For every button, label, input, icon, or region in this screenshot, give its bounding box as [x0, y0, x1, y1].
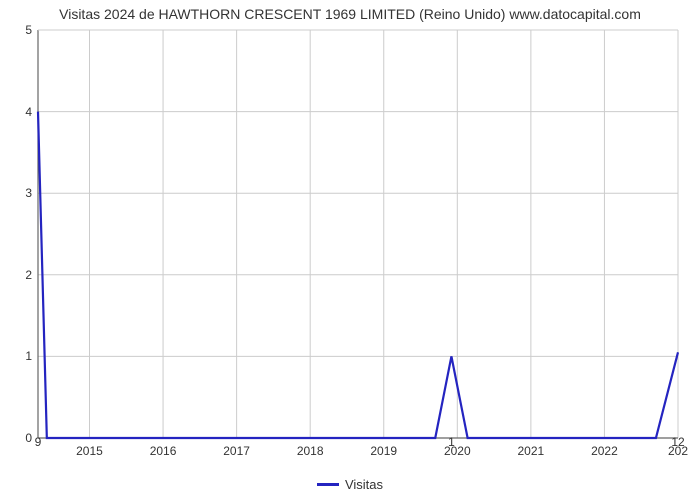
chart-container: Visitas 2024 de HAWTHORN CRESCENT 1969 L… [0, 0, 700, 500]
x-tick-label: 2016 [150, 438, 177, 458]
y-tick-label: 5 [25, 23, 38, 37]
y-tick-label: 2 [25, 268, 38, 282]
x-tick-label: 2018 [297, 438, 324, 458]
chart-legend: Visitas [0, 477, 700, 492]
x-tick-label: 2017 [223, 438, 250, 458]
legend-swatch [317, 483, 339, 486]
y-tick-label: 1 [25, 349, 38, 363]
y-tick-label: 4 [25, 105, 38, 119]
chart-svg [38, 30, 678, 438]
x-tick-label: 2015 [76, 438, 103, 458]
spike-label: 1 [448, 435, 455, 449]
legend-label: Visitas [345, 477, 383, 492]
spike-label: 9 [35, 435, 42, 449]
chart-plot-area: 0123452015201620172018201920202021202220… [38, 30, 678, 438]
y-tick-label: 3 [25, 186, 38, 200]
x-tick-label: 2022 [591, 438, 618, 458]
spike-label: 12 [671, 435, 684, 449]
x-tick-label: 2021 [518, 438, 545, 458]
x-tick-label: 2019 [370, 438, 397, 458]
chart-title: Visitas 2024 de HAWTHORN CRESCENT 1969 L… [0, 6, 700, 22]
